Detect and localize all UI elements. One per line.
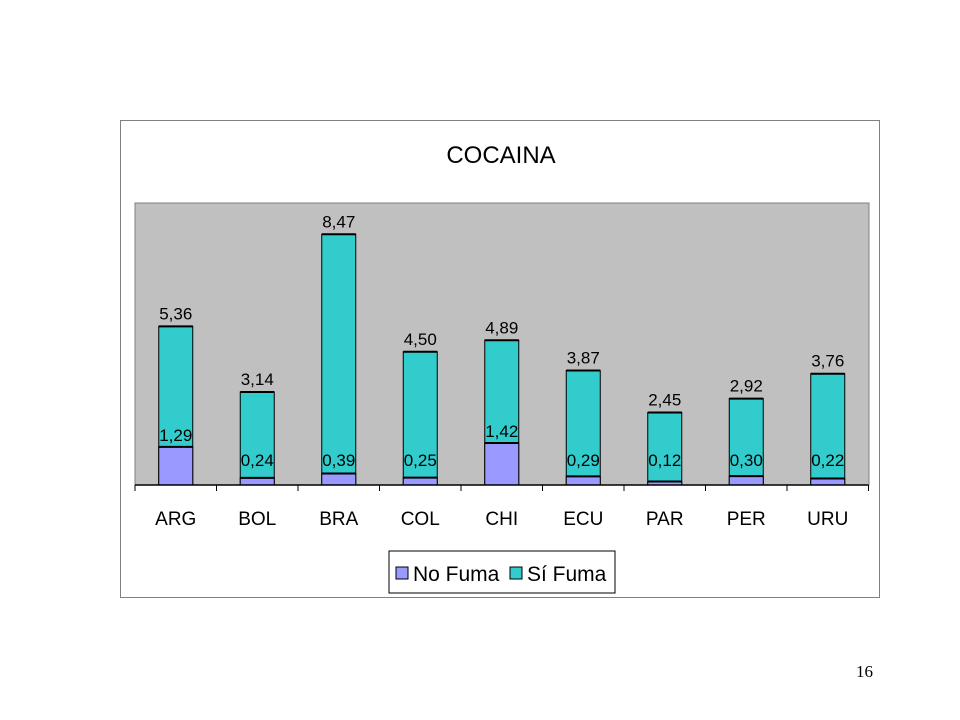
data-label-no-fuma: 0,24: [241, 451, 274, 470]
legend-label-no-fuma: No Fuma: [413, 563, 500, 586]
chart-svg: COCAINA 5,36 1,29 3,14 0,24 8,47 0,39 4,50 0,25…: [134, 142, 870, 594]
data-label-no-fuma: 0,12: [648, 451, 681, 470]
bar-si-fuma-per: [728, 398, 764, 486]
bar-si-fuma-bol: [239, 391, 275, 486]
data-label-si-fuma: 4,50: [404, 330, 437, 349]
data-label-si-fuma: 2,45: [648, 390, 681, 409]
data-label-si-fuma: 8,47: [322, 212, 355, 231]
bar-no-fuma-arg: [158, 446, 194, 486]
x-tick-label: BOL: [238, 509, 276, 530]
data-label-no-fuma: 0,39: [322, 451, 355, 470]
bar-no-fuma-ecu: [565, 475, 601, 486]
data-label-si-fuma: 5,36: [159, 304, 192, 323]
data-label-no-fuma: 0,30: [730, 451, 763, 470]
bar-no-fuma-bol: [239, 477, 275, 486]
bar-no-fuma-per: [728, 475, 764, 486]
data-label-no-fuma: 0,25: [404, 451, 437, 470]
x-tick-label: BRA: [319, 509, 358, 530]
data-label-si-fuma: 3,14: [241, 370, 274, 389]
data-label-si-fuma: 2,92: [730, 377, 763, 396]
data-label-si-fuma: 4,89: [485, 318, 518, 337]
bar-no-fuma-col: [402, 477, 438, 486]
x-tick-label: COL: [401, 509, 440, 530]
legend-swatch-no-fuma: [395, 566, 409, 580]
data-label-si-fuma: 3,76: [811, 352, 844, 371]
page-number: 16: [856, 662, 873, 681]
bar-no-fuma-chi: [484, 442, 520, 486]
chart-title: COCAINA: [446, 142, 555, 169]
x-axis: ARG BOL BRA COL CHI ECU PAR PER URU: [134, 484, 869, 530]
x-tick-label: CHI: [485, 509, 518, 530]
x-tick-label: ECU: [563, 509, 603, 530]
bar-no-fuma-bra: [321, 472, 357, 486]
data-label-si-fuma: 3,87: [567, 348, 600, 367]
x-tick-label: PER: [727, 509, 766, 530]
data-label-no-fuma: 0,29: [567, 451, 600, 470]
chart-frame: COCAINA 5,36 1,29 3,14 0,24 8,47 0,39 4,50 0,25…: [120, 120, 880, 598]
legend-swatch-si-fuma: [509, 566, 523, 580]
legend: No Fuma Sí Fuma: [388, 550, 616, 594]
x-tick-label: URU: [807, 509, 848, 530]
bars-layer: 5,36 1,29 3,14 0,24 8,47 0,39 4,50 0,25 4,89 1,42…: [158, 212, 846, 486]
legend-label-si-fuma: Sí Fuma: [527, 563, 607, 586]
data-label-no-fuma: 1,42: [485, 422, 518, 441]
x-tick-label: ARG: [155, 509, 196, 530]
legend-box: [388, 550, 616, 594]
data-label-no-fuma: 1,29: [159, 426, 192, 445]
data-label-no-fuma: 0,22: [811, 451, 844, 470]
x-tick-label: PAR: [646, 509, 684, 530]
bar-si-fuma-par: [647, 411, 683, 486]
bar-si-fuma-bra: [321, 233, 357, 486]
